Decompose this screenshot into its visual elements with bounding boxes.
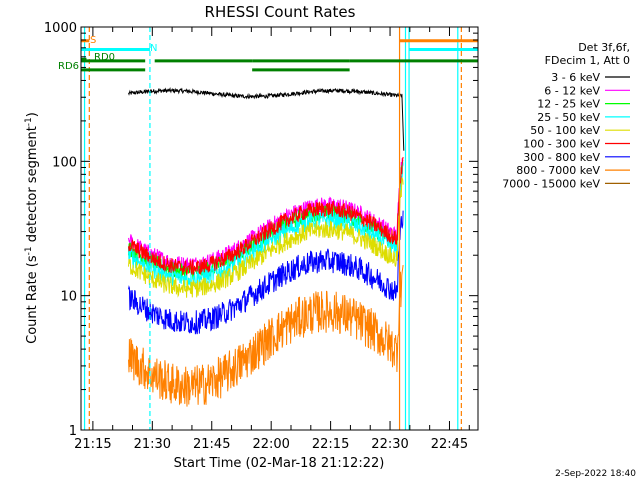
x-tick-label-6: 22:45 xyxy=(431,437,468,452)
flag-label-2: RD0 xyxy=(94,52,115,63)
y-tick-label-1: 10 xyxy=(60,290,77,305)
y-axis-label-part: ) xyxy=(25,112,40,117)
x-tick-label-0: 21:15 xyxy=(74,437,111,452)
y-tick-label-2: 100 xyxy=(52,155,77,170)
legend-entry-1: 6 - 12 keV xyxy=(544,84,600,97)
x-tick-label-2: 21:45 xyxy=(193,437,230,452)
y-axis-label: Count Rate (s-1 detector segment-1) xyxy=(24,112,40,344)
y-tick-label-0: 1 xyxy=(69,424,77,439)
series-line-7 xyxy=(128,265,404,407)
legend-entry-3: 25 - 50 keV xyxy=(537,111,600,124)
x-tick-label-4: 22:15 xyxy=(312,437,349,452)
legend-entry-7: 800 - 7000 keV xyxy=(516,164,600,177)
x-tick-label-1: 21:30 xyxy=(134,437,171,452)
plot-area: S N RD0 RD6 1 10 100 1000 21:15 21:30 21:45 22:00 22… xyxy=(44,21,479,452)
y-axis-label-part: Count Rate (s xyxy=(25,255,40,344)
series-line-0 xyxy=(128,87,405,151)
series-line-4 xyxy=(128,176,404,298)
legend-entry-4: 50 - 100 keV xyxy=(530,124,600,137)
legend-entry-8: 7000 - 15000 keV xyxy=(502,177,600,190)
series-line-5 xyxy=(128,156,404,276)
legend-header-1: FDecim 1, Att 0 xyxy=(545,54,630,67)
footer-timestamp: 2-Sep-2022 18:40 xyxy=(555,469,636,479)
chart-title: RHESSI Count Rates xyxy=(205,3,356,21)
plot-frame xyxy=(80,26,479,431)
flag-label-3: RD6 xyxy=(58,61,79,72)
x-tick-label-5: 22:30 xyxy=(371,437,408,452)
y-tick-label-3: 1000 xyxy=(44,21,77,36)
y-axis-label-part: -1 xyxy=(24,246,34,255)
legend-entry-0: 3 - 6 keV xyxy=(551,71,600,84)
series-line-6 xyxy=(128,210,404,335)
legend-entry-2: 12 - 25 keV xyxy=(537,98,600,111)
legend-header-0: Det 3f,6f, xyxy=(578,41,630,54)
y-axis-label-part: -1 xyxy=(24,117,34,126)
x-axis-label: Start Time (02-Mar-18 21:12:22) xyxy=(174,456,385,471)
legend-entry-6: 300 - 800 keV xyxy=(523,151,600,164)
legend-entry-5: 100 - 300 keV xyxy=(523,138,600,151)
y-axis-label-part: detector segment xyxy=(25,126,40,246)
flag-label-1: N xyxy=(150,43,157,54)
flag-label-0: S xyxy=(90,35,96,46)
x-tick-label-3: 22:00 xyxy=(252,437,289,452)
